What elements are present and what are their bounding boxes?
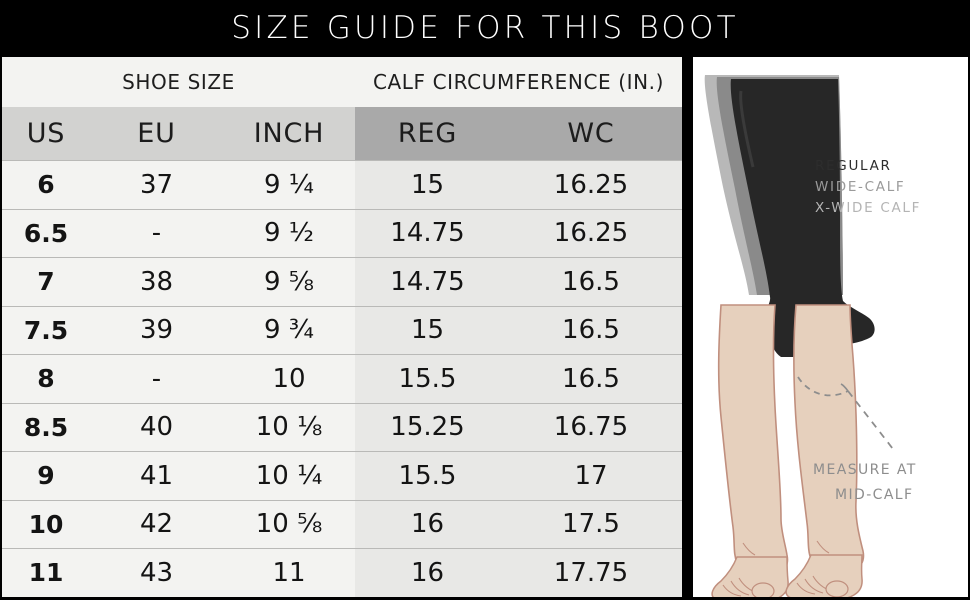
cell-us: 10: [2, 500, 90, 548]
column-header-us: US: [2, 107, 90, 160]
mid-calf-measure-line: [797, 376, 894, 450]
cell-reg: 14.75: [355, 209, 500, 257]
cell-inch: 10 ¼: [223, 452, 355, 500]
cell-us: 8.5: [2, 403, 90, 451]
cell-us: 6: [2, 161, 90, 209]
cell-wc: 17.75: [500, 549, 682, 597]
cell-us: 11: [2, 549, 90, 597]
legs-illustration: [711, 304, 865, 597]
column-header-inch: INCH: [223, 107, 355, 160]
cell-eu: 43: [90, 549, 223, 597]
cell-wc: 17: [500, 452, 682, 500]
boot-label-wide-calf: WIDE-CALF: [815, 179, 905, 195]
table-row: 10 42 10 ⅝ 16 17.5: [2, 499, 682, 548]
table-row: 6.5 - 9 ½ 14.75 16.25: [2, 208, 682, 257]
table-row: 7 38 9 ⅝ 14.75 16.5: [2, 257, 682, 306]
cell-wc: 16.5: [500, 355, 682, 403]
cell-wc: 16.25: [500, 209, 682, 257]
page-title: SIZE GUIDE FOR THIS BOOT: [231, 10, 739, 46]
column-header-wc: WC: [500, 107, 682, 160]
cell-inch: 9 ¼: [223, 161, 355, 209]
table-row: 11 43 11 16 17.75: [2, 548, 682, 597]
cell-wc: 16.5: [500, 306, 682, 354]
size-table: SHOE SIZE CALF CIRCUMFERENCE (IN.) US EU…: [2, 57, 682, 597]
cell-us: 6.5: [2, 209, 90, 257]
cell-us: 7.5: [2, 306, 90, 354]
table-column-header-row: US EU INCH REG WC: [2, 107, 682, 160]
cell-wc: 16.75: [500, 403, 682, 451]
table-row: 9 41 10 ¼ 15.5 17: [2, 451, 682, 500]
column-header-reg: REG: [355, 107, 500, 160]
table-row: 8 - 10 15.5 16.5: [2, 354, 682, 403]
cell-wc: 16.25: [500, 161, 682, 209]
cell-inch: 9 ½: [223, 209, 355, 257]
cell-reg: 16: [355, 500, 500, 548]
cell-eu: 42: [90, 500, 223, 548]
cell-eu: 37: [90, 161, 223, 209]
cell-eu: 40: [90, 403, 223, 451]
cell-inch: 9 ⅝: [223, 258, 355, 306]
cell-reg: 15: [355, 306, 500, 354]
cell-us: 7: [2, 258, 90, 306]
cell-us: 9: [2, 452, 90, 500]
cell-inch: 9 ¾: [223, 306, 355, 354]
cell-reg: 16: [355, 549, 500, 597]
cell-inch: 11: [223, 549, 355, 597]
table-row: 7.5 39 9 ¾ 15 16.5: [2, 305, 682, 354]
cell-wc: 17.5: [500, 500, 682, 548]
illustration-panel: REGULAR WIDE-CALF X-WIDE CALF: [693, 57, 968, 597]
title-bar: SIZE GUIDE FOR THIS BOOT: [0, 0, 970, 56]
measure-label-line-2: MID-CALF: [835, 487, 913, 503]
cell-us: 8: [2, 355, 90, 403]
cell-eu: -: [90, 355, 223, 403]
cell-reg: 14.75: [355, 258, 500, 306]
measure-label-line-1: MEASURE AT: [813, 462, 917, 478]
cell-eu: 41: [90, 452, 223, 500]
cell-eu: 39: [90, 306, 223, 354]
cell-eu: 38: [90, 258, 223, 306]
table-group-header-row: SHOE SIZE CALF CIRCUMFERENCE (IN.): [2, 57, 682, 107]
group-header-calf-circumference: CALF CIRCUMFERENCE (IN.): [372, 70, 665, 94]
table-row: 8.5 40 10 ⅛ 15.25 16.75: [2, 402, 682, 451]
group-header-shoe-size: SHOE SIZE: [122, 70, 235, 94]
cell-eu: -: [90, 209, 223, 257]
cell-wc: 16.5: [500, 258, 682, 306]
table-row: 6 37 9 ¼ 15 16.25: [2, 160, 682, 209]
cell-reg: 15.5: [355, 355, 500, 403]
cell-reg: 15.5: [355, 452, 500, 500]
boot-label-x-wide-calf: X-WIDE CALF: [815, 200, 921, 216]
cell-inch: 10 ⅝: [223, 500, 355, 548]
column-header-eu: EU: [90, 107, 223, 160]
cell-inch: 10: [223, 355, 355, 403]
cell-reg: 15.25: [355, 403, 500, 451]
cell-reg: 15: [355, 161, 500, 209]
boot-label-regular: REGULAR: [815, 158, 892, 174]
cell-inch: 10 ⅛: [223, 403, 355, 451]
